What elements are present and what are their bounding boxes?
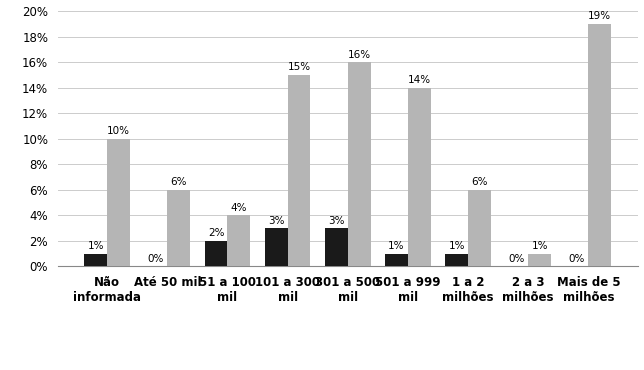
Text: 10%: 10% [107, 126, 130, 136]
Text: 15%: 15% [287, 63, 310, 73]
Text: 1%: 1% [88, 241, 104, 251]
Text: 3%: 3% [328, 216, 345, 226]
Bar [385, 254, 408, 266]
Text: 6%: 6% [171, 177, 187, 187]
Text: 0%: 0% [569, 254, 585, 264]
Bar [84, 254, 107, 266]
Bar [445, 254, 468, 266]
Text: 4%: 4% [231, 203, 247, 213]
Text: 19%: 19% [588, 11, 611, 21]
Bar [325, 228, 348, 266]
Text: 14%: 14% [408, 75, 431, 85]
Text: 6%: 6% [471, 177, 488, 187]
Bar [348, 62, 370, 266]
Text: 16%: 16% [348, 50, 371, 60]
Text: 1%: 1% [531, 241, 548, 251]
Bar [528, 254, 551, 266]
Bar [589, 24, 611, 266]
Bar [288, 75, 310, 266]
Bar [227, 215, 251, 266]
Text: 1%: 1% [448, 241, 465, 251]
Text: 2%: 2% [208, 228, 224, 238]
Bar [107, 139, 130, 266]
Text: 1%: 1% [388, 241, 404, 251]
Text: 0%: 0% [147, 254, 164, 264]
Bar [408, 88, 431, 266]
Bar [468, 190, 491, 266]
Text: 3%: 3% [268, 216, 285, 226]
Text: 0%: 0% [509, 254, 525, 264]
Bar [205, 241, 227, 266]
Bar [265, 228, 288, 266]
Bar [167, 190, 190, 266]
